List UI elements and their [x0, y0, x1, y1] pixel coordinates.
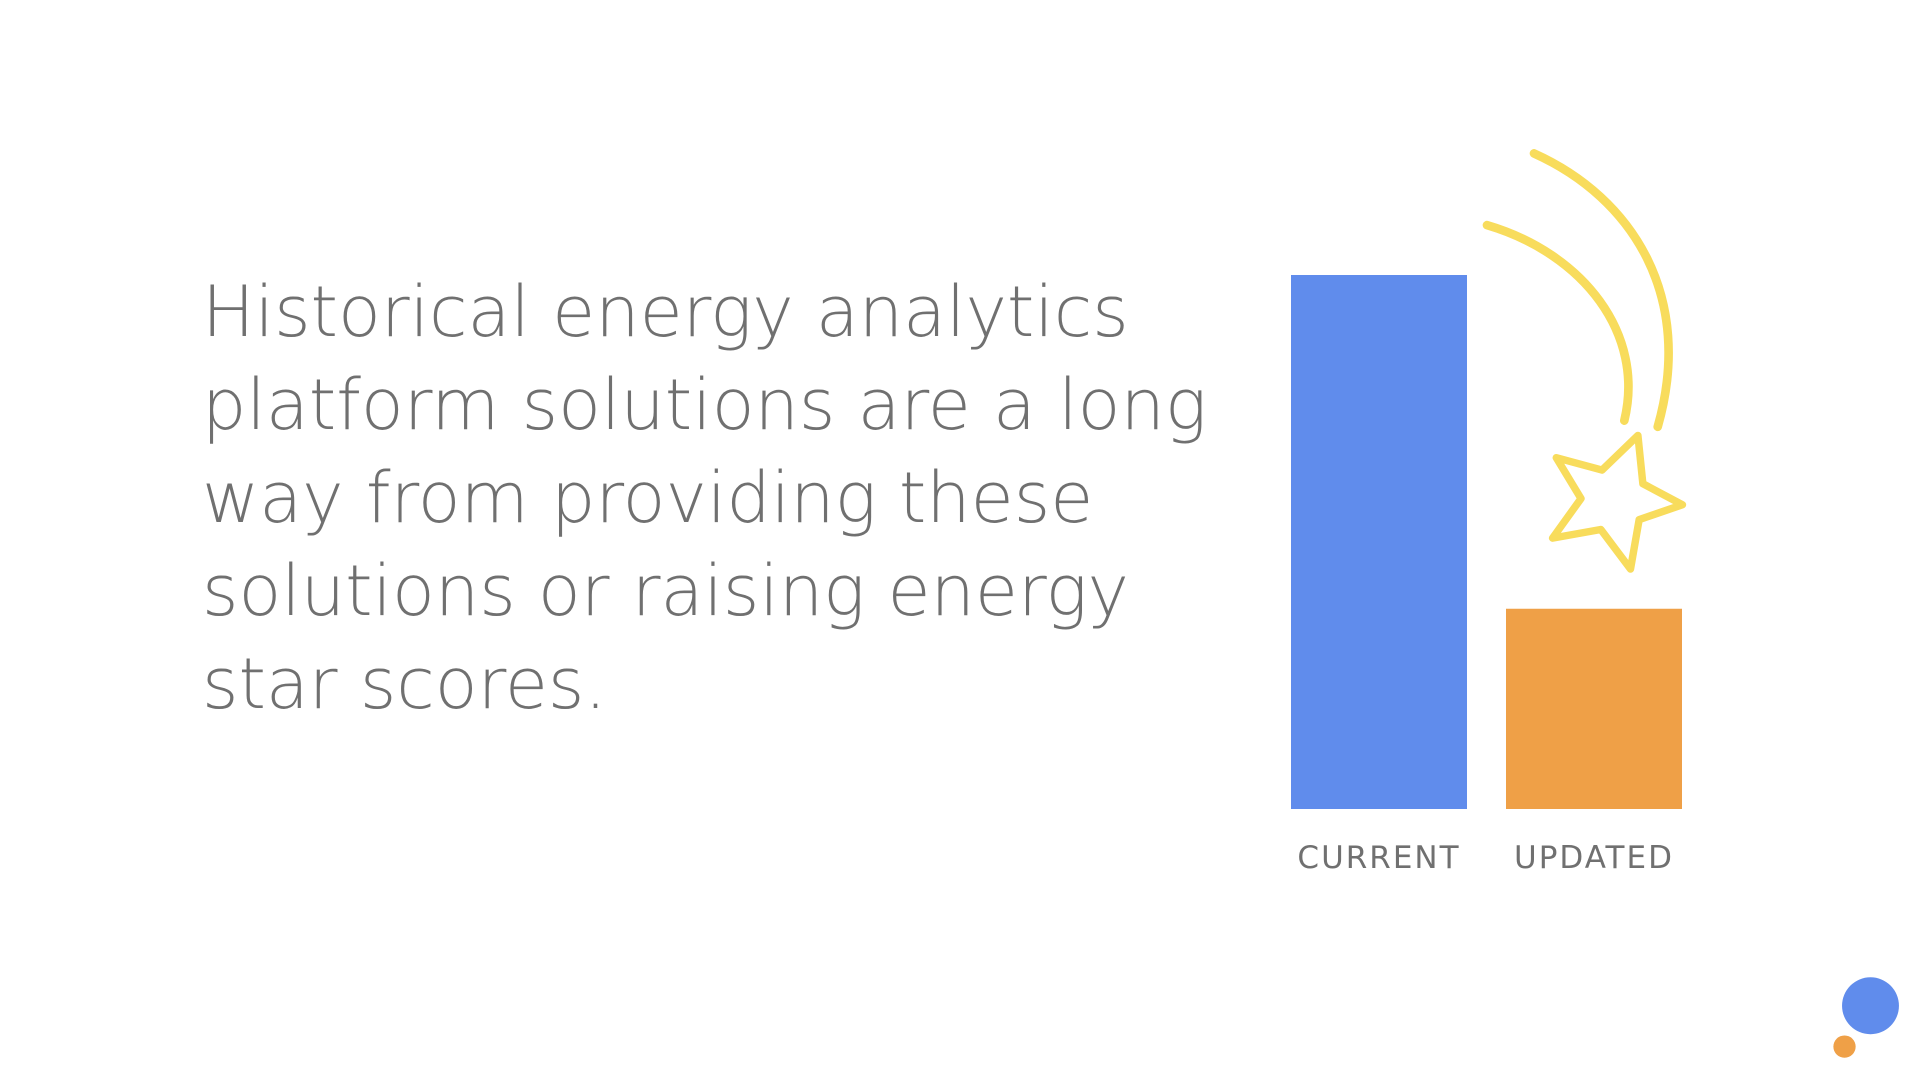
- logo-dot: [1833, 1035, 1856, 1058]
- arc: [1482, 220, 1633, 425]
- bar: [1291, 275, 1467, 809]
- body-line: solutions or raising energy: [202, 550, 1129, 632]
- body-line: star scores.: [202, 643, 607, 725]
- decoration: [1482, 149, 1899, 1058]
- logo-dot: [1842, 977, 1899, 1035]
- chart: CURRENT UPDATED: [1291, 275, 1682, 876]
- body-line: Historical energy analytics: [202, 271, 1129, 353]
- body-line: way from providing these: [202, 457, 1093, 539]
- x-tick-label: CURRENT: [1297, 840, 1460, 876]
- arc: [1529, 149, 1673, 432]
- body-text: Historical energy analytics platform solu…: [202, 271, 1207, 725]
- body-line: platform solutions are a long: [202, 364, 1207, 446]
- bar: [1506, 608, 1682, 809]
- x-tick-label: UPDATED: [1514, 840, 1674, 876]
- star: [1548, 431, 1687, 573]
